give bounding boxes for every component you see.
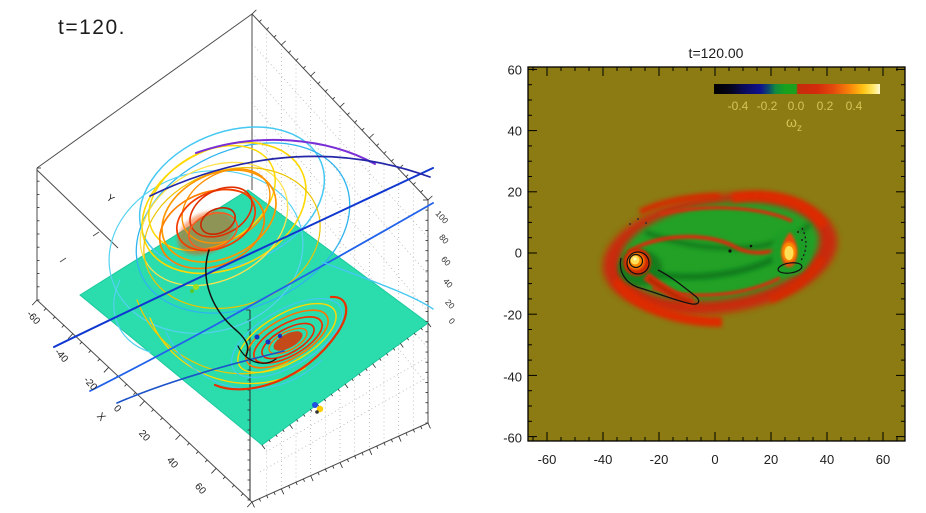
panel-vorticity-map: t=120.00 -0.4 -0.2 0.0 0.2 0.4 ωz 60 40 … [480,0,926,513]
floor-gridlines [259,356,429,473]
fieldline-loop [261,322,315,360]
y-tick-label: -40 [503,369,522,385]
speckle [801,239,803,241]
3d-axis-ticks [31,9,433,508]
colorbar [714,84,880,94]
fieldline-dot [277,333,283,339]
colorbar-tick-label: 0.0 [787,99,805,113]
fieldline-dot [193,284,199,290]
y-tick-label: 60 [507,62,522,78]
fieldline-loop [237,302,337,374]
fieldline-loop [245,309,329,369]
y-tick-label: 20 [507,184,522,200]
colorbar-tick-label: 0.2 [816,99,834,113]
plane-puncture-mark [312,402,318,408]
fieldline-core [273,331,303,351]
speckle [629,223,631,225]
colorbar-tick-label: -0.2 [756,99,778,113]
fieldline [53,167,434,348]
x-tick-label: 20 [763,452,779,467]
heatmap-axis-ticks [528,67,905,441]
speckle [749,244,753,248]
omega-subscript: z [796,122,802,134]
fieldline-loop [268,327,308,355]
plot-frame [527,66,906,442]
fieldline [116,350,285,404]
fieldline-loop [135,142,351,314]
core-tail [646,276,692,304]
fieldline-dot [265,339,271,345]
fieldline [149,155,431,197]
x-tick-label: -40 [593,452,613,467]
contour-ring [628,253,644,269]
fieldline-dot [190,289,194,293]
speckle [637,218,639,220]
plane-puncture-mark [316,405,324,413]
fieldline-dot [254,334,260,340]
right-plot-title: t=120.00 [688,45,744,61]
panel-3d-fieldlines: t=120. -60 -40 -20 0 20 40 60 X Y 100 80… [24,9,457,508]
x-tick-label: 0 [711,452,719,467]
rim-arc [611,277,723,327]
speckle [797,231,799,233]
fieldline-loop [181,168,271,244]
heatmap-canvas [527,66,906,442]
rim-arc [731,190,829,229]
left-plot-title: t=120. [58,16,126,39]
fieldline [136,299,289,375]
plane-puncture-mark [315,410,319,414]
fieldline [321,261,434,310]
speckle [728,249,732,253]
y-tick-label: -60 [503,430,522,446]
contour-line [237,345,277,364]
speckle [645,222,647,224]
fieldline-loop [108,170,304,334]
contour-ring [626,251,650,275]
colorbar-axis-label: ωz [786,114,802,134]
x-tick-label: 60 [875,452,891,467]
x-tick-label: -20 [649,452,669,467]
x-tick-label: 40 [819,452,835,467]
fieldline-loop [158,188,266,270]
vorticity-field [528,67,905,441]
fieldline [89,202,434,392]
fieldline [213,295,348,391]
y-tick-label: 0 [514,245,522,261]
fieldline-loop [230,298,344,378]
fieldline [165,331,323,390]
contour-comma [619,257,700,305]
fieldline [195,138,376,165]
red-filament [659,206,793,223]
fieldline [113,279,151,353]
y-tick-label: -20 [503,307,522,323]
core-center [784,246,794,260]
contour-dotted [799,227,807,263]
fieldline-loop [188,212,238,250]
fieldline-loop [161,169,277,263]
contour-ring [777,262,803,274]
field-lines [53,126,434,414]
contour-line [205,249,249,357]
omega-symbol: ω [786,114,797,130]
colorbar-tick-label: -0.4 [727,99,749,113]
fieldline-loop [200,207,236,235]
colorbar-tick-label: 0.4 [845,99,863,113]
y-tick-label: 40 [507,123,522,139]
rim-arc [768,256,826,304]
x-tick-label: -60 [537,452,557,467]
core-peak [633,257,637,261]
fieldline-loop [175,188,257,252]
rim-arc [638,193,721,215]
3d-plot-canvas [31,9,434,508]
